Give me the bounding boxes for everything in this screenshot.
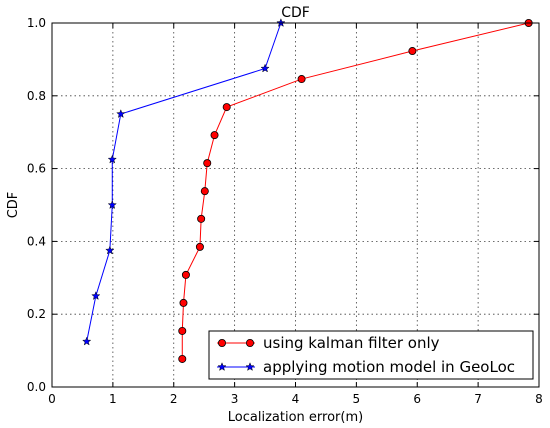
data-point xyxy=(200,187,209,196)
x-axis-label: Localization error(m) xyxy=(228,410,363,425)
data-point xyxy=(408,47,417,56)
data-point xyxy=(105,245,115,255)
legend-box xyxy=(208,330,534,380)
legend-entry: applying motion model in GeoLoc xyxy=(217,358,515,376)
x-tick-label: 7 xyxy=(474,392,482,406)
y-tick-label: 1.0 xyxy=(27,16,46,30)
tick-layer: 0 1 2 3 4 5 6 7 8 0.0 0.2 0.4 0.6 0.8 1.0 xyxy=(27,16,543,406)
grid-layer xyxy=(52,23,539,387)
data-point xyxy=(107,154,117,164)
series-1 xyxy=(178,18,533,363)
series-layer xyxy=(82,18,533,363)
data-point xyxy=(197,214,206,223)
legend-label: applying motion model in GeoLoc xyxy=(263,358,515,376)
series-line xyxy=(86,22,282,342)
data-point xyxy=(178,354,187,363)
legend-marker xyxy=(245,338,254,347)
data-point xyxy=(210,131,219,140)
data-point xyxy=(297,75,306,84)
data-point xyxy=(195,242,204,251)
x-tick-label: 2 xyxy=(170,392,178,406)
data-point xyxy=(260,63,270,73)
data-point xyxy=(107,200,117,209)
x-tick-label: 0 xyxy=(48,392,56,406)
data-point xyxy=(91,291,101,300)
chart-title: CDF xyxy=(281,5,310,21)
x-tick-label: 5 xyxy=(353,392,361,406)
data-point xyxy=(178,326,187,335)
data-point xyxy=(181,270,190,279)
legend-marker xyxy=(217,362,227,371)
data-point xyxy=(82,336,92,346)
data-point xyxy=(116,109,126,118)
legend-marker xyxy=(217,338,226,347)
x-tick-label: 4 xyxy=(292,392,300,406)
x-tick-label: 8 xyxy=(535,392,543,406)
y-tick-label: 0.6 xyxy=(27,162,46,176)
legend-label: using kalman filter only xyxy=(263,334,440,352)
y-tick-label: 0.8 xyxy=(27,89,46,103)
y-tick-label: 0.4 xyxy=(27,234,46,248)
y-tick-label: 0.0 xyxy=(27,380,46,394)
x-tick-label: 1 xyxy=(109,392,117,406)
legend-entry: using kalman filter only xyxy=(217,334,440,352)
data-point xyxy=(179,298,188,307)
x-tick-label: 3 xyxy=(231,392,239,406)
data-point xyxy=(222,103,231,112)
legend-marker xyxy=(245,362,255,371)
y-tick-label: 0.2 xyxy=(27,307,46,321)
data-point xyxy=(203,159,212,168)
y-axis-label: CDF xyxy=(6,192,21,219)
x-tick-label: 6 xyxy=(413,392,421,406)
legend: using kalman filter only applying motion … xyxy=(208,330,534,380)
